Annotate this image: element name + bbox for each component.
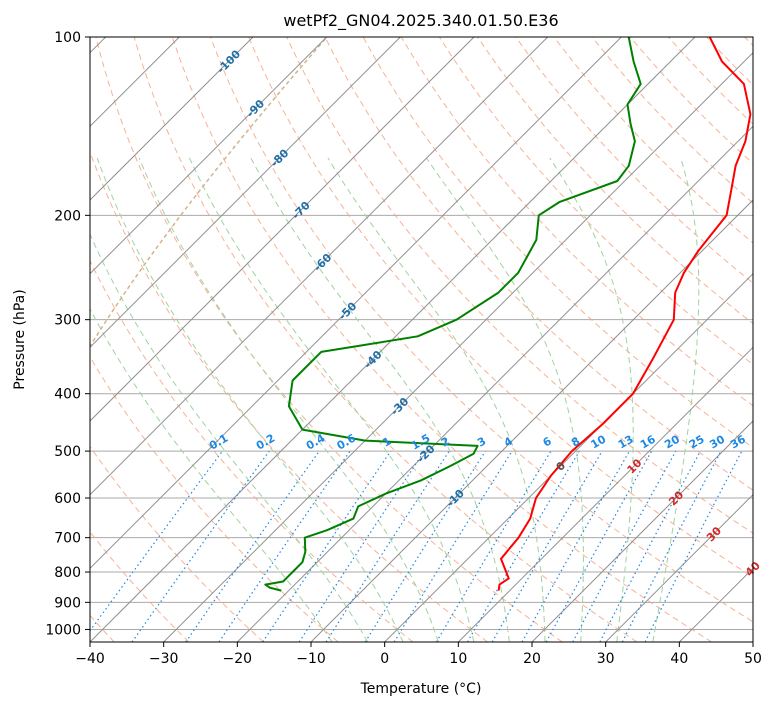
- isotherm-line: [605, 493, 753, 642]
- y-tick-label: 1000: [45, 622, 81, 638]
- temperature-profile-line: [497, 37, 752, 591]
- isotherm-line: [90, 37, 549, 496]
- x-tick-label: 50: [744, 651, 762, 667]
- isotherm-line: [236, 125, 753, 642]
- isotherm-line: [752, 641, 753, 642]
- x-tick-label: −10: [296, 651, 326, 667]
- isotherm-line: [90, 37, 622, 570]
- isotherm-line: [310, 199, 753, 642]
- x-tick-label: −20: [223, 651, 253, 667]
- dry-adiabat-line: [591, 37, 753, 204]
- background-grid: [90, 37, 753, 642]
- y-tick-label: 300: [54, 313, 81, 329]
- moist-adiabat-line: [327, 157, 546, 642]
- mixing-ratio-line: [262, 450, 392, 642]
- y-tick-label: 400: [54, 387, 81, 403]
- isotherm-line: [90, 37, 328, 275]
- dry-adiabat-line: [248, 37, 753, 578]
- moist-adiabat-line: [425, 157, 584, 642]
- y-tick-label: 600: [54, 491, 81, 507]
- moist-adiabat-line: [90, 308, 333, 642]
- dry-adiabat-line: [515, 37, 753, 284]
- dry-adiabat-line: [324, 37, 753, 491]
- mixing-ratio-line: [325, 450, 450, 642]
- plot-background: [90, 37, 753, 642]
- moist-adiabat-line: [90, 232, 369, 642]
- mixing-ratio-line: [435, 450, 552, 642]
- isotherm-line: [90, 37, 254, 201]
- data-lines: [264, 37, 752, 592]
- mixing-ratio-line: [572, 450, 677, 642]
- mixing-ratio-line: [466, 450, 580, 642]
- dry-adiabat-line: [90, 259, 414, 642]
- mixing-ratio-line: [298, 450, 425, 642]
- mixing-ratio-line: [393, 450, 513, 642]
- dry-adiabat-line: [171, 37, 712, 642]
- x-tick-label: −40: [75, 651, 105, 667]
- axis-ticks: −40 −30 −20 −10 0 10 20 30 40 50 100 200 300 400 500 60…: [45, 30, 762, 667]
- moist-adiabat-line: [652, 157, 700, 642]
- x-axis-title: Temperature (°C): [360, 681, 482, 697]
- isotherm-line: [531, 420, 753, 642]
- dewpoint-profile-line: [264, 37, 642, 592]
- y-tick-label: 900: [54, 595, 81, 611]
- mixing-ratio-line: [185, 450, 320, 642]
- isotherm-line: [90, 37, 401, 349]
- isotherm-line: [384, 272, 753, 642]
- plot-frame: [89, 36, 754, 643]
- x-tick-label: 20: [523, 651, 541, 667]
- dry-adiabat-line: [477, 37, 753, 325]
- y-axis-title: Pressure (hPa): [12, 289, 28, 389]
- mixing-ratio-line: [599, 450, 702, 642]
- isotherm-line: [457, 346, 753, 642]
- y-tick-label: 800: [54, 565, 81, 581]
- x-tick-label: 40: [670, 651, 688, 667]
- mixing-ratio-line: [364, 450, 486, 642]
- x-tick-label: 10: [449, 651, 467, 667]
- chart-title: wetPf2_GN04.2025.340.01.50.E36: [283, 11, 558, 31]
- dry-adiabat-line: [133, 37, 638, 642]
- moist-adiabat-line: [96, 157, 404, 642]
- y-tick-label: 500: [54, 444, 81, 460]
- x-tick-label: 0: [380, 651, 389, 667]
- x-tick-label: 30: [597, 651, 615, 667]
- dry-adiabat-line: [629, 37, 753, 165]
- isotherm-line: [163, 51, 753, 642]
- y-tick-label: 100: [54, 30, 81, 46]
- x-tick-label: −30: [149, 651, 179, 667]
- dry-adiabat-line: [95, 37, 563, 642]
- dry-adiabat-line: [90, 445, 264, 642]
- moist-adiabat-line: [188, 157, 475, 642]
- moist-adiabat-line: [250, 157, 510, 642]
- y-tick-label: 200: [54, 208, 81, 224]
- isotherm-line: [90, 37, 475, 422]
- mixing-ratio-line: [218, 450, 351, 642]
- moist-adiabat-line: [549, 157, 634, 642]
- lcl-curve-line: [90, 37, 328, 348]
- y-tick-label: 700: [54, 531, 81, 547]
- dry-adiabat-line: [400, 37, 753, 407]
